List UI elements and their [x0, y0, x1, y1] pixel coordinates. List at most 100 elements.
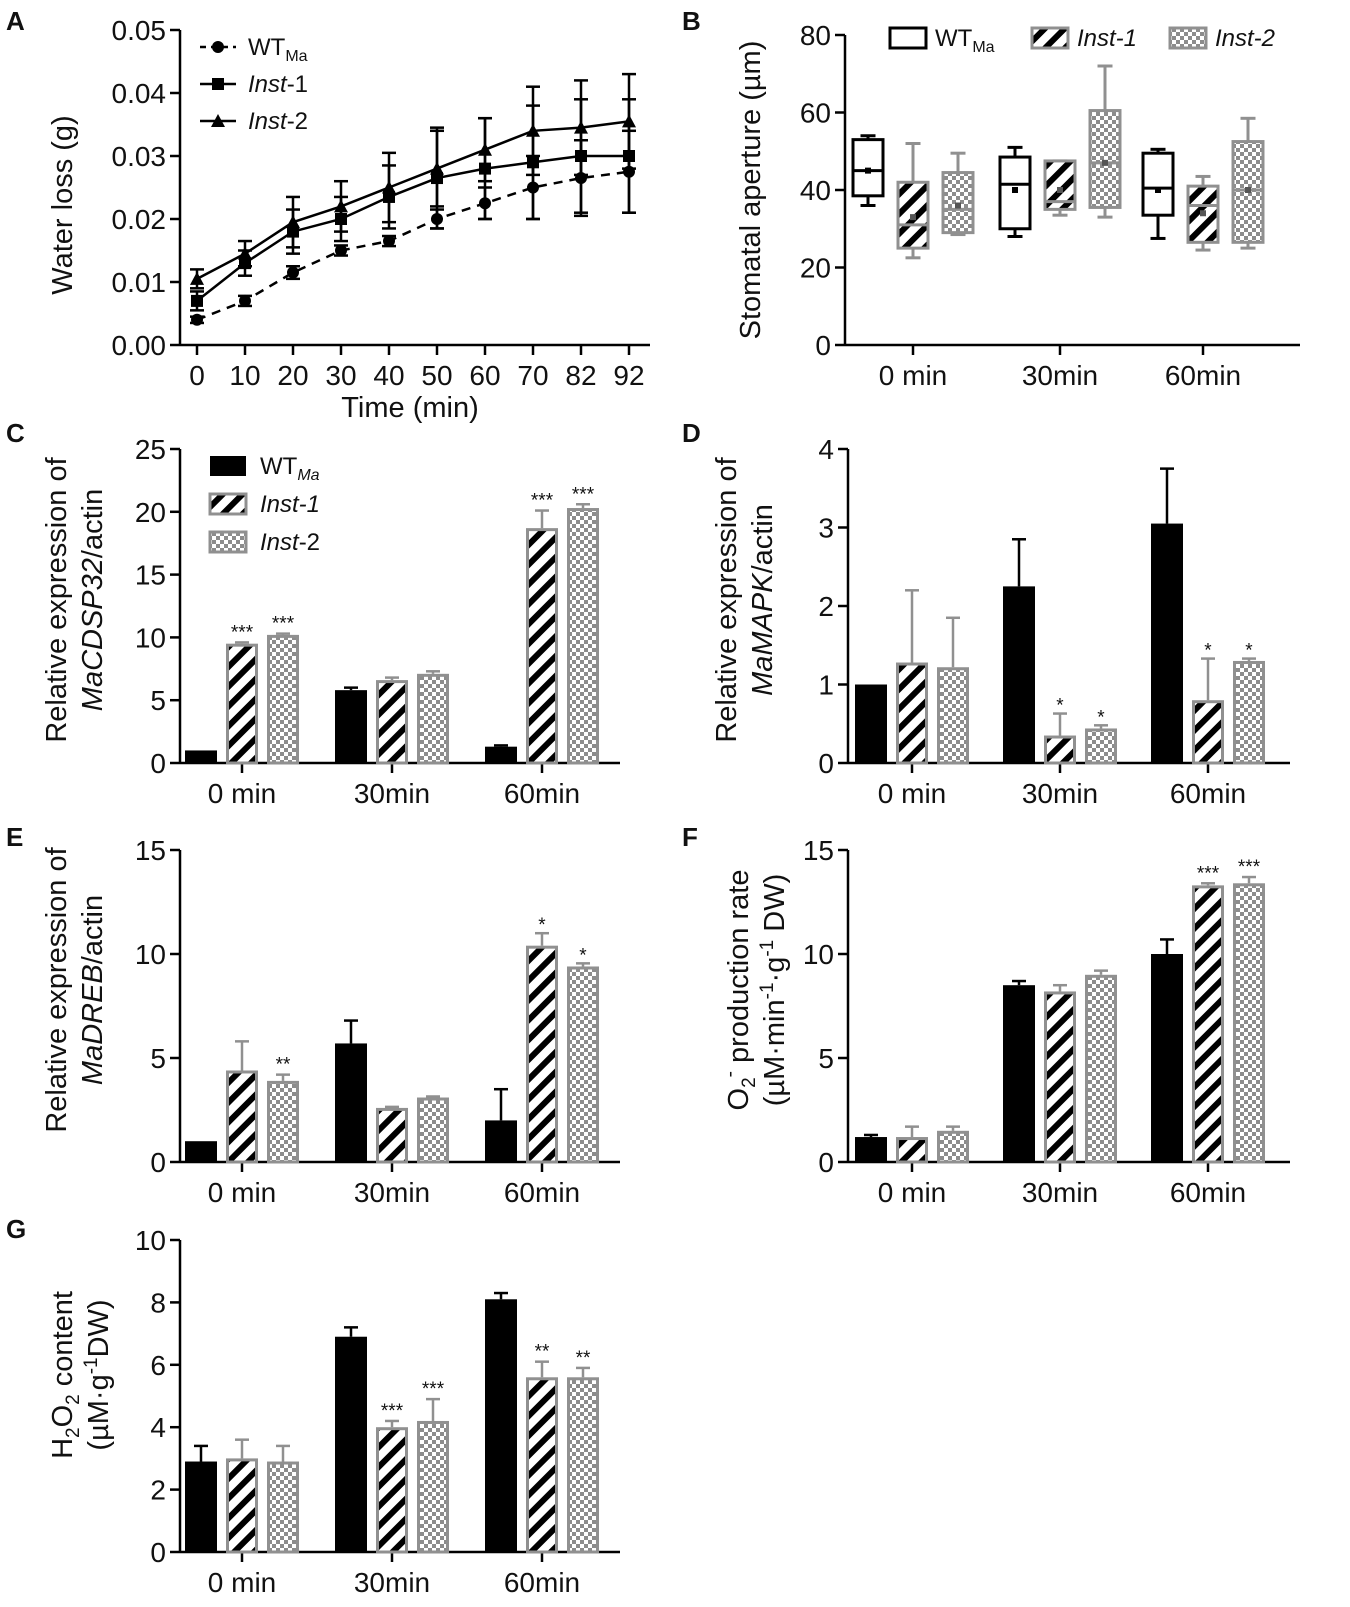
panel-g-label: G [6, 1214, 26, 1244]
panel-c-significance-label: *** [231, 622, 254, 643]
panel-d-ylabel-line2: MaMAPK/actin [747, 504, 779, 696]
panel-c-significance-label: *** [531, 491, 554, 512]
panel-a-x-tick-label: 70 [517, 360, 548, 391]
legend-b-inst1-swatch [1030, 26, 1070, 50]
panel-b-x-tick-label: 0 min [879, 360, 947, 391]
panel-f-y-tick-label: 10 [803, 939, 834, 970]
panel-a-legend: WTMa Inst-1 Inst-2 [200, 34, 308, 135]
panel-c-bar-inst1 [376, 680, 408, 765]
panel-b-label: B [682, 6, 701, 36]
panel-g-significance-label: ** [535, 1342, 550, 1363]
panel-c-y-tick-label: 0 [150, 748, 166, 779]
panel-g-x-tick-label: 0 min [208, 1567, 276, 1598]
legend-b-wt-label: WTMa [935, 25, 995, 56]
panel-b-mean-marker-inst1 [1057, 187, 1063, 193]
panel-d-y-tick-label: 0 [818, 748, 834, 779]
panel-d-significance-label: * [1204, 641, 1212, 662]
panel-f-bar-chart: F O2- production rate (µM·min-1·g-1 DW) … [682, 822, 1290, 1208]
panel-e-y-tick-label: 15 [135, 835, 166, 866]
panel-g-significance-label: ** [576, 1348, 591, 1369]
panel-g-y-tick-label: 6 [150, 1350, 166, 1381]
panel-c-ylabel-line2: MaCDSP32/actin [77, 489, 109, 711]
panel-a-plot-area: 0.00 0.01 0.02 0.03 0.04 0.05 0 10 20 30 40 50 60 70 8… [112, 15, 650, 391]
panel-a-point-inst2 [478, 142, 492, 156]
panel-g-ylabel-line1: H2O2 content [47, 1291, 84, 1459]
panel-a-point-inst2 [526, 123, 540, 137]
panel-f-y-tick-label: 5 [818, 1043, 834, 1074]
panel-a-x-tick-label: 60 [469, 360, 500, 391]
panel-c-y-tick-label: 5 [150, 685, 166, 716]
panel-b-mean-marker-inst2 [1102, 159, 1108, 166]
panel-c-ylabel-line1: Relative expression of [41, 456, 73, 742]
panel-g-bar-inst2 [567, 1377, 599, 1554]
panel-b-y-tick-label: 80 [800, 20, 831, 51]
legend-c-inst1-label: Inst-1 [260, 491, 320, 518]
panel-d-plot-area: 0 1 2 3 4 0 min 30min 60min * * * * [818, 434, 1290, 809]
legend-a-wt-label: WTMa [248, 34, 308, 65]
legend-b-wt-swatch [888, 26, 928, 50]
panel-c-bar-inst1 [226, 643, 258, 765]
panel-a-x-tick-label: 82 [565, 360, 596, 391]
panel-g-bar-wt [485, 1299, 517, 1552]
panel-f-y-axis-label: O2- production rate (µM·min-1·g-1 DW) [720, 870, 791, 1111]
panel-d-label: D [682, 418, 701, 448]
panel-e-significance-label: * [579, 945, 587, 966]
panel-f-x-tick-label: 60min [1170, 1177, 1246, 1208]
panel-d-bar-wt [1003, 586, 1035, 763]
panel-e-bar-inst2 [267, 1080, 299, 1164]
panel-d-y-tick-label: 2 [818, 591, 834, 622]
panel-e-x-tick-label: 60min [504, 1177, 580, 1208]
panel-a-y-tick-label: 0.05 [112, 15, 167, 46]
panel-b-mean-marker-inst1 [910, 214, 916, 221]
panel-a-y-tick-label: 0.01 [112, 267, 167, 298]
panel-e-significance-label: ** [276, 1055, 291, 1076]
panel-c-y-tick-label: 15 [135, 560, 166, 591]
panel-f-bar-wt [1151, 954, 1183, 1162]
panel-f-bar-inst1 [896, 1137, 928, 1164]
panel-f-bar-inst2 [1085, 974, 1117, 1164]
panel-d-y-tick-label: 4 [818, 434, 834, 465]
panel-a-x-tick-label: 10 [229, 360, 260, 391]
panel-c-bar-wt [485, 746, 517, 763]
panel-d-y-tick-label: 1 [818, 670, 834, 701]
panel-e-y-tick-label: 10 [135, 939, 166, 970]
panel-e-y-tick-label: 0 [150, 1147, 166, 1178]
panel-d-bar-inst1 [1192, 700, 1224, 765]
panel-f-y-tick-label: 0 [818, 1147, 834, 1178]
panel-a-series-line-wt [196, 170, 630, 321]
panel-f-plot-area: 0 5 10 15 0 min 30min 60min *** *** [803, 835, 1290, 1208]
panel-d-bar-inst2 [1233, 660, 1265, 765]
panel-d-bar-inst1 [1044, 735, 1076, 765]
panel-a-y-tick-label: 0.04 [112, 78, 167, 109]
panel-c-bar-wt [335, 690, 367, 763]
panel-d-x-tick-label: 60min [1170, 778, 1246, 809]
panel-b-y-tick-label: 40 [800, 175, 831, 206]
panel-f-significance-label: *** [1197, 863, 1220, 884]
panel-d-bar-inst2 [937, 667, 969, 765]
panel-c-bar-inst2 [417, 673, 449, 765]
legend-a-wt-circle-marker [212, 41, 224, 53]
panel-g-y-tick-label: 0 [150, 1537, 166, 1568]
panel-a-line-chart: A Water loss (g) Time (min) 0.00 0.01 0.02… [6, 6, 650, 424]
panel-b-ylabel-text: Stomatal aperture (µm) [735, 41, 767, 340]
panel-a-y-tick-label: 0.02 [112, 204, 167, 235]
panel-c-significance-label: *** [272, 614, 295, 635]
panel-f-ylabel-line1: O2- production rate [720, 870, 760, 1111]
panel-b-legend: WTMa Inst-1 Inst-2 [888, 25, 1275, 56]
panel-d-x-tick-label: 0 min [878, 778, 946, 809]
panel-a-point-wt [239, 294, 251, 307]
panel-c-significance-label: *** [572, 484, 595, 505]
panel-b-mean-marker-wt [1012, 187, 1018, 193]
panel-a-x-tick-label: 30 [325, 360, 356, 391]
panel-c-x-tick-label: 0 min [208, 778, 276, 809]
panel-c-bar-inst2 [267, 634, 299, 765]
panel-e-significance-label: * [538, 915, 546, 936]
panel-g-y-tick-label: 8 [150, 1287, 166, 1318]
panel-f-bar-wt [1003, 985, 1035, 1162]
panel-e-bar-wt [485, 1120, 517, 1162]
panel-a-y-axis-label: Water loss (g) [47, 115, 79, 294]
panel-b-y-axis-label: Stomatal aperture (µm) [735, 41, 767, 340]
panel-e-bar-wt [335, 1043, 367, 1162]
panel-a-point-inst2 [286, 215, 300, 229]
panel-d-y-axis-label: Relative expression of MaMAPK/actin [711, 456, 779, 742]
